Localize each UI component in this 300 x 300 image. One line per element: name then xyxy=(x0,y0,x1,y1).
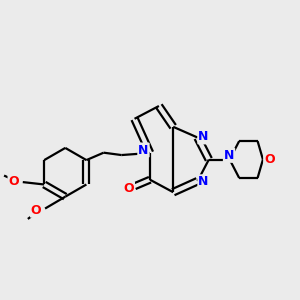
Text: O: O xyxy=(9,175,19,188)
Text: N: N xyxy=(198,175,209,188)
Text: O: O xyxy=(31,203,41,217)
Text: N: N xyxy=(138,143,148,157)
Text: O: O xyxy=(123,182,134,195)
Text: O: O xyxy=(123,182,134,195)
Text: O: O xyxy=(31,203,41,217)
Text: O: O xyxy=(264,153,275,166)
Text: N: N xyxy=(224,149,234,162)
Text: N: N xyxy=(198,130,209,143)
Text: O: O xyxy=(9,175,19,188)
